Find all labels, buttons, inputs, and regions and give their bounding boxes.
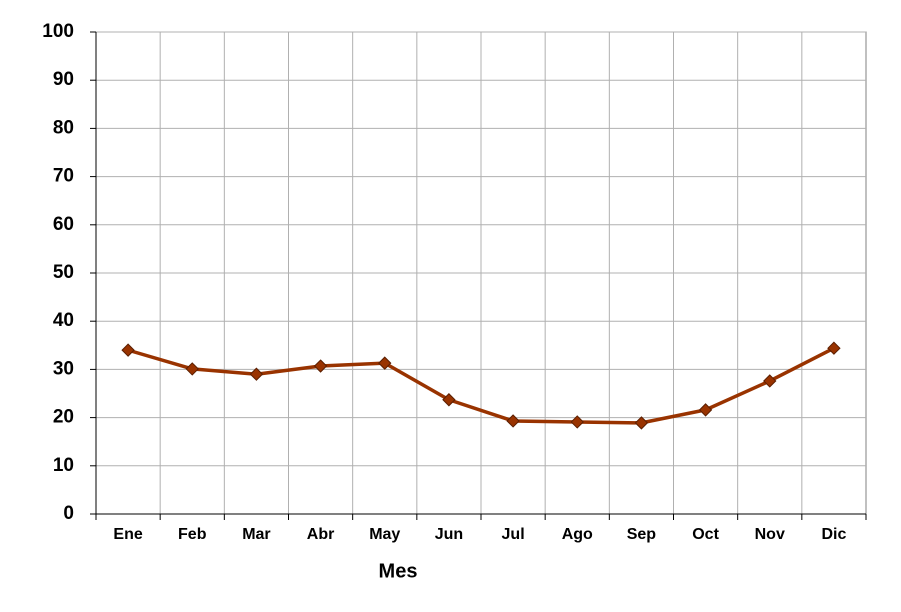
y-tick-label: 70: [53, 166, 74, 187]
marker: [121, 343, 135, 357]
x-tick-label: Jun: [435, 526, 463, 543]
x-tick-label: Abr: [307, 526, 335, 543]
y-tick-label: 30: [53, 358, 74, 379]
x-tick-label: Nov: [755, 526, 785, 543]
marker: [763, 374, 777, 388]
x-tick-label: Dic: [821, 526, 846, 543]
y-tick-label: 0: [63, 503, 74, 524]
x-axis-title: Mes: [379, 560, 418, 582]
y-tick-label: 100: [42, 21, 74, 42]
x-tick-label: May: [369, 526, 400, 543]
marker: [442, 393, 456, 407]
marker: [506, 414, 520, 428]
marker: [827, 341, 841, 355]
x-tick-label: Ago: [562, 526, 593, 543]
x-tick-label: Mar: [242, 526, 270, 543]
x-tick-label: Sep: [627, 526, 657, 543]
marker: [185, 362, 199, 376]
marker: [313, 359, 328, 373]
marker: [634, 416, 649, 430]
marker: [378, 356, 392, 370]
marker: [249, 367, 264, 381]
y-tick-label: 40: [53, 310, 74, 331]
x-tick-label: Jul: [502, 526, 525, 543]
y-tick-label: 10: [53, 455, 74, 476]
x-tick-label: Oct: [692, 526, 719, 543]
y-tick-label: 80: [53, 117, 74, 138]
y-tick-label: 20: [53, 407, 74, 428]
marker: [698, 403, 713, 417]
y-tick-label: 50: [53, 262, 74, 283]
x-tick-label: Feb: [178, 526, 207, 543]
y-tick-label: 60: [53, 214, 74, 235]
series-line: [127, 346, 835, 425]
marker: [570, 415, 584, 429]
x-tick-label: Ene: [113, 526, 142, 543]
y-tick-label: 90: [53, 69, 74, 90]
